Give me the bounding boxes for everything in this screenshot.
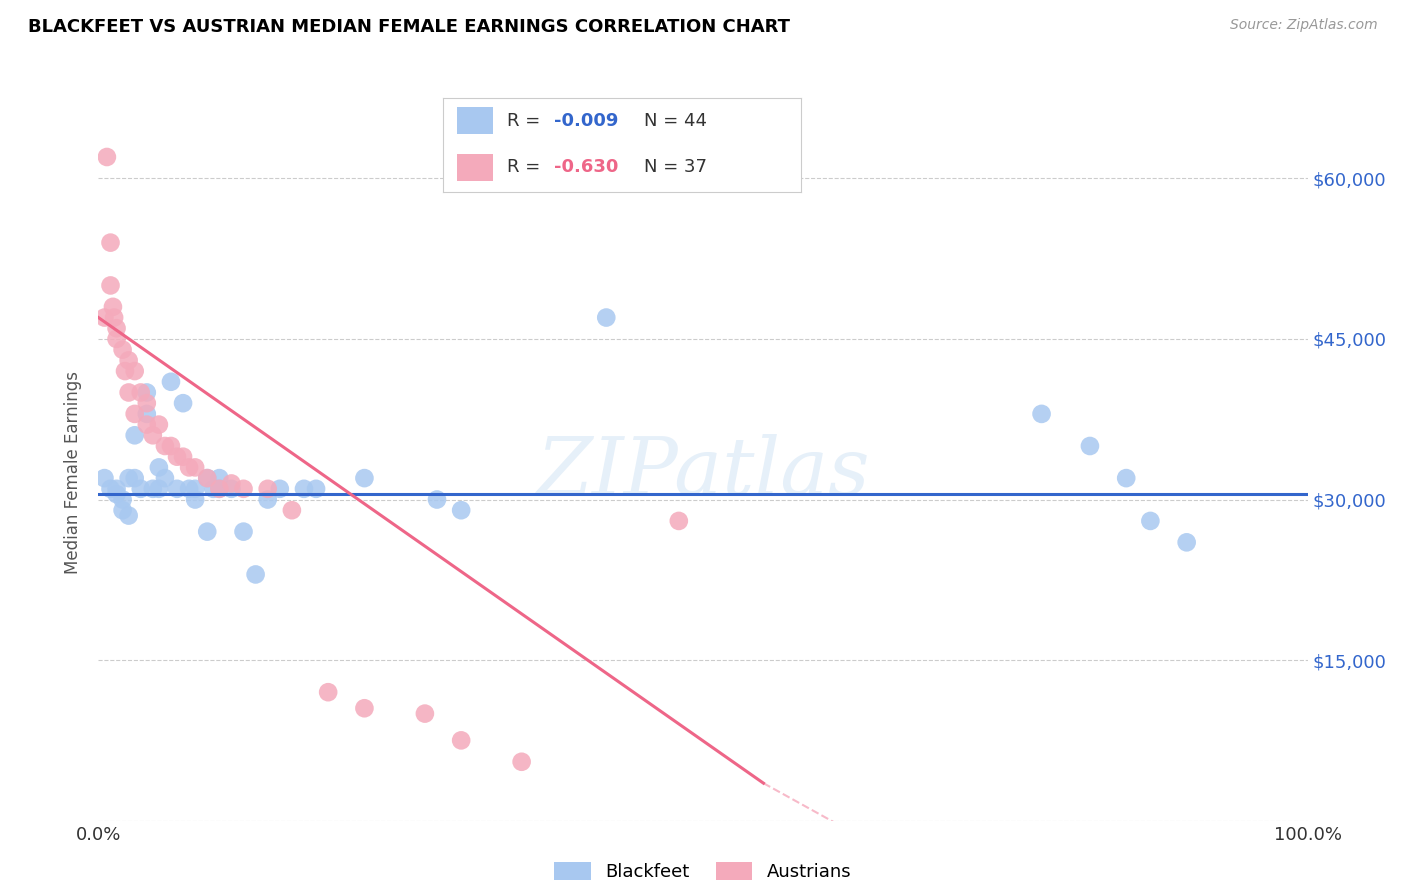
Point (232, 482, 254, 496)
Point (305, 482, 328, 496)
Point (153, 439, 176, 453)
Point (135, 407, 157, 421)
Point (129, 385, 152, 400)
Point (1115, 471, 1137, 485)
Point (160, 375, 183, 389)
Point (160, 439, 183, 453)
Point (105, 487, 128, 501)
Point (184, 492, 207, 507)
Point (281, 503, 304, 517)
Point (96, 150, 118, 164)
Point (103, 310, 125, 325)
Point (166, 482, 188, 496)
Y-axis label: Median Female Earnings: Median Female Earnings (65, 371, 83, 574)
Text: BLACKFEET VS AUSTRIAN MEDIAN FEMALE EARNINGS CORRELATION CHART: BLACKFEET VS AUSTRIAN MEDIAN FEMALE EARN… (28, 18, 790, 36)
Point (105, 321, 128, 335)
Point (245, 567, 267, 582)
Point (124, 428, 146, 442)
Point (148, 482, 170, 496)
Point (256, 492, 278, 507)
Point (172, 396, 194, 410)
Point (413, 706, 436, 721)
Point (118, 353, 141, 368)
Point (135, 396, 157, 410)
Point (118, 508, 141, 523)
Point (101, 300, 124, 314)
Point (292, 482, 315, 496)
Point (111, 503, 134, 517)
Point (510, 755, 533, 769)
Text: N = 44: N = 44 (644, 112, 707, 129)
Point (1031, 407, 1053, 421)
Point (208, 471, 231, 485)
Point (153, 471, 176, 485)
Point (221, 482, 243, 496)
Point (221, 476, 243, 491)
Point (353, 471, 375, 485)
Point (142, 428, 165, 442)
Point (118, 385, 141, 400)
Point (208, 482, 231, 496)
Point (93, 471, 115, 485)
Point (111, 343, 134, 357)
Point (179, 482, 201, 496)
Text: ZIPatlas: ZIPatlas (536, 434, 870, 511)
Text: Source: ZipAtlas.com: Source: ZipAtlas.com (1230, 18, 1378, 32)
Point (353, 701, 375, 715)
Point (595, 310, 617, 325)
Point (148, 460, 170, 475)
Point (184, 482, 207, 496)
Point (93, 310, 115, 325)
Point (172, 450, 194, 464)
Point (316, 685, 339, 699)
Point (195, 471, 218, 485)
Point (100, 482, 122, 496)
Point (202, 482, 225, 496)
Point (135, 385, 157, 400)
Point (195, 471, 218, 485)
Point (129, 482, 152, 496)
Point (668, 514, 690, 528)
Point (195, 524, 218, 539)
Point (142, 482, 165, 496)
Text: N = 37: N = 37 (644, 159, 707, 177)
Bar (457, 154, 494, 180)
Point (124, 364, 146, 378)
Point (100, 235, 122, 250)
Text: -0.009: -0.009 (554, 112, 619, 129)
Point (232, 524, 254, 539)
Text: R =: R = (508, 112, 547, 129)
Point (166, 450, 188, 464)
Point (114, 364, 136, 378)
Point (124, 407, 146, 421)
Point (450, 503, 472, 517)
Point (148, 417, 170, 432)
Legend: Blackfeet, Austrians: Blackfeet, Austrians (547, 855, 859, 888)
Text: -0.630: -0.630 (554, 159, 619, 177)
Point (111, 492, 134, 507)
Point (100, 278, 122, 293)
Point (1078, 439, 1101, 453)
Point (450, 733, 472, 747)
Point (184, 460, 207, 475)
Point (124, 471, 146, 485)
Text: R =: R = (508, 159, 547, 177)
Point (179, 460, 201, 475)
Point (426, 492, 449, 507)
Point (105, 332, 128, 346)
Point (118, 471, 141, 485)
Point (256, 482, 278, 496)
Point (269, 482, 291, 496)
Point (1139, 514, 1161, 528)
Point (105, 482, 128, 496)
Bar (457, 108, 494, 134)
Point (1175, 535, 1198, 549)
Point (135, 417, 157, 432)
Point (208, 482, 231, 496)
